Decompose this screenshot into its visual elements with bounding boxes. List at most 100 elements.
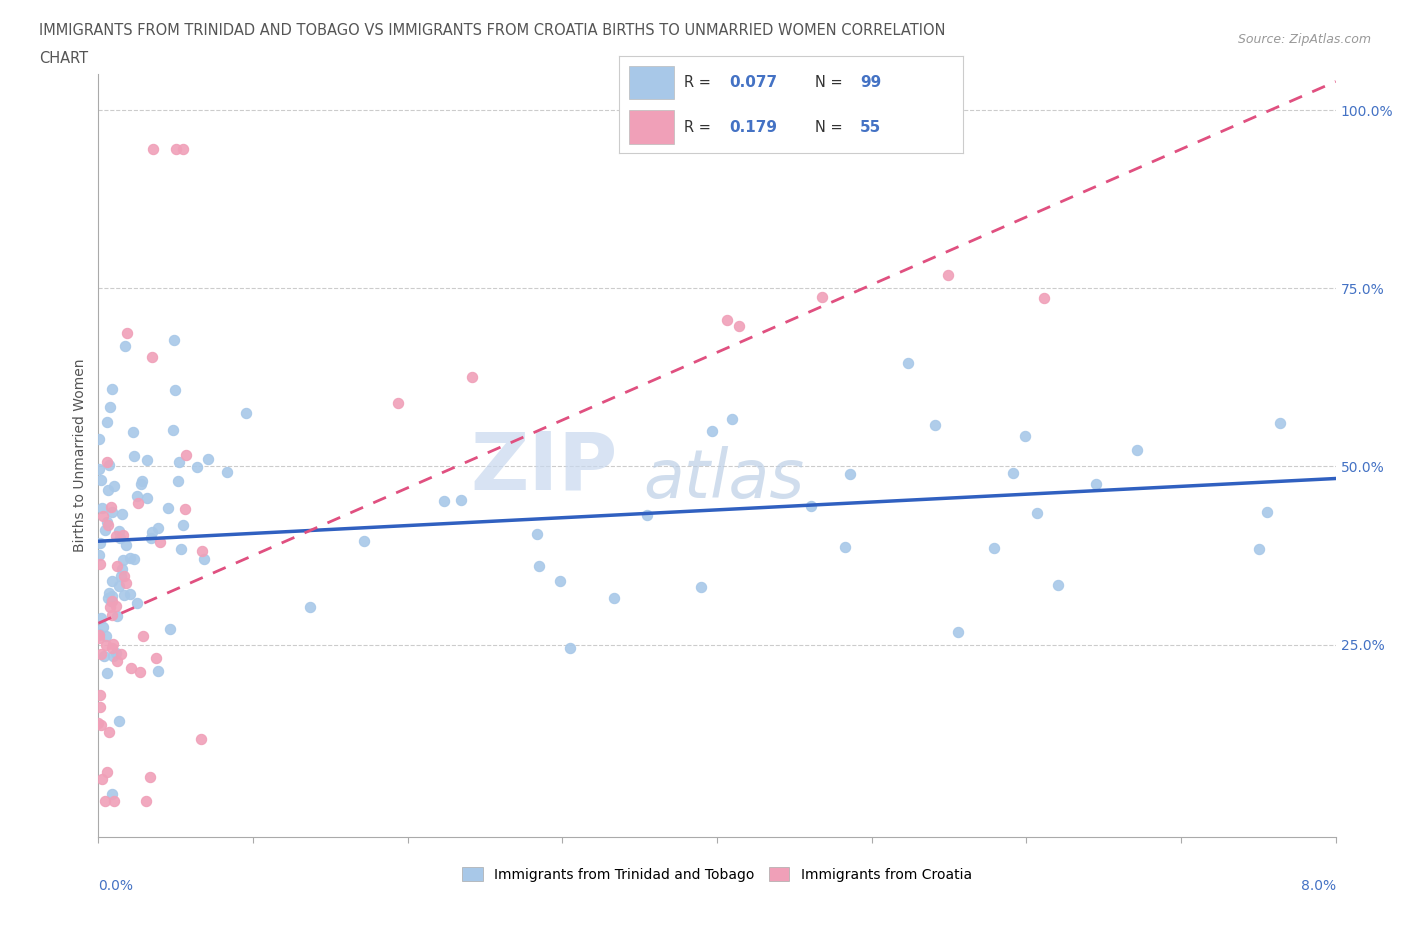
- Point: [87, 462, 110, 477]
- Point: [897, 356, 920, 371]
- Point: [89, 687, 111, 702]
- Text: IMMIGRANTS FROM TRINIDAD AND TOBAGO VS IMMIGRANTS FROM CROATIA BIRTHS TO UNMARRI: IMMIGRANTS FROM TRINIDAD AND TOBAGO VS I…: [39, 23, 946, 38]
- Point: [96, 515, 118, 530]
- Point: [103, 479, 125, 494]
- Point: [636, 508, 658, 523]
- Point: [98, 599, 121, 614]
- Point: [172, 141, 194, 156]
- Point: [120, 660, 142, 675]
- Point: [97, 458, 120, 472]
- Point: [141, 350, 163, 365]
- Point: [101, 649, 124, 664]
- Point: [1126, 443, 1149, 458]
- Point: [165, 383, 187, 398]
- Point: [100, 593, 122, 608]
- Point: [131, 629, 153, 644]
- Point: [107, 559, 129, 574]
- Point: [131, 473, 153, 488]
- Point: [96, 629, 118, 644]
- Point: [983, 540, 1005, 555]
- Point: [120, 551, 142, 565]
- Point: [121, 425, 143, 440]
- Point: [94, 637, 117, 652]
- Point: [702, 423, 724, 438]
- Point: [936, 268, 959, 283]
- Text: N =: N =: [815, 120, 848, 135]
- Point: [602, 591, 624, 605]
- Point: [811, 289, 834, 304]
- Point: [1084, 476, 1107, 491]
- Point: [110, 646, 132, 661]
- Point: [162, 422, 184, 437]
- Point: [110, 568, 132, 583]
- Point: [90, 646, 112, 661]
- Point: [96, 764, 118, 779]
- Point: [96, 415, 118, 430]
- Point: [529, 558, 551, 573]
- FancyBboxPatch shape: [628, 66, 673, 99]
- Point: [100, 593, 122, 608]
- Point: [461, 370, 484, 385]
- Point: [96, 455, 118, 470]
- Point: [728, 319, 751, 334]
- Text: 8.0%: 8.0%: [1301, 879, 1336, 893]
- FancyBboxPatch shape: [628, 111, 673, 144]
- Point: [159, 621, 181, 636]
- Point: [90, 610, 112, 625]
- Point: [108, 578, 131, 593]
- Point: [174, 502, 197, 517]
- Point: [1002, 466, 1025, 481]
- Y-axis label: Births to Unmarried Women: Births to Unmarried Women: [73, 359, 87, 552]
- Text: 99: 99: [860, 74, 882, 89]
- Point: [1032, 290, 1054, 305]
- Point: [93, 648, 115, 663]
- Point: [98, 724, 121, 739]
- Text: 55: 55: [860, 120, 882, 135]
- Point: [101, 505, 124, 520]
- Point: [100, 787, 122, 802]
- Point: [125, 596, 148, 611]
- Point: [170, 541, 193, 556]
- Point: [800, 498, 823, 513]
- Point: [1026, 506, 1049, 521]
- Point: [112, 552, 135, 567]
- Point: [105, 608, 128, 623]
- Point: [156, 500, 179, 515]
- Point: [114, 576, 136, 591]
- Point: [1014, 429, 1036, 444]
- Point: [104, 528, 127, 543]
- Point: [129, 476, 152, 491]
- Point: [111, 562, 134, 577]
- Point: [91, 500, 114, 515]
- Point: [100, 574, 122, 589]
- Point: [146, 520, 169, 535]
- Point: [125, 489, 148, 504]
- Point: [96, 666, 118, 681]
- Point: [105, 599, 128, 614]
- Point: [141, 525, 163, 539]
- Point: [558, 640, 581, 655]
- Point: [433, 494, 456, 509]
- Point: [89, 699, 111, 714]
- Point: [108, 524, 131, 538]
- Point: [172, 517, 194, 532]
- Point: [127, 495, 149, 510]
- Point: [136, 453, 159, 468]
- Point: [139, 770, 162, 785]
- Point: [91, 509, 114, 524]
- Point: [129, 665, 152, 680]
- Text: N =: N =: [815, 74, 848, 89]
- Text: CHART: CHART: [39, 51, 89, 66]
- Point: [550, 573, 572, 588]
- Point: [87, 631, 110, 645]
- Point: [167, 455, 190, 470]
- Point: [89, 628, 111, 643]
- Point: [235, 405, 257, 420]
- Point: [114, 339, 136, 353]
- Point: [690, 579, 713, 594]
- Point: [716, 312, 738, 327]
- Point: [98, 585, 121, 600]
- Text: 0.179: 0.179: [728, 120, 778, 135]
- Point: [924, 418, 946, 433]
- Point: [96, 591, 118, 606]
